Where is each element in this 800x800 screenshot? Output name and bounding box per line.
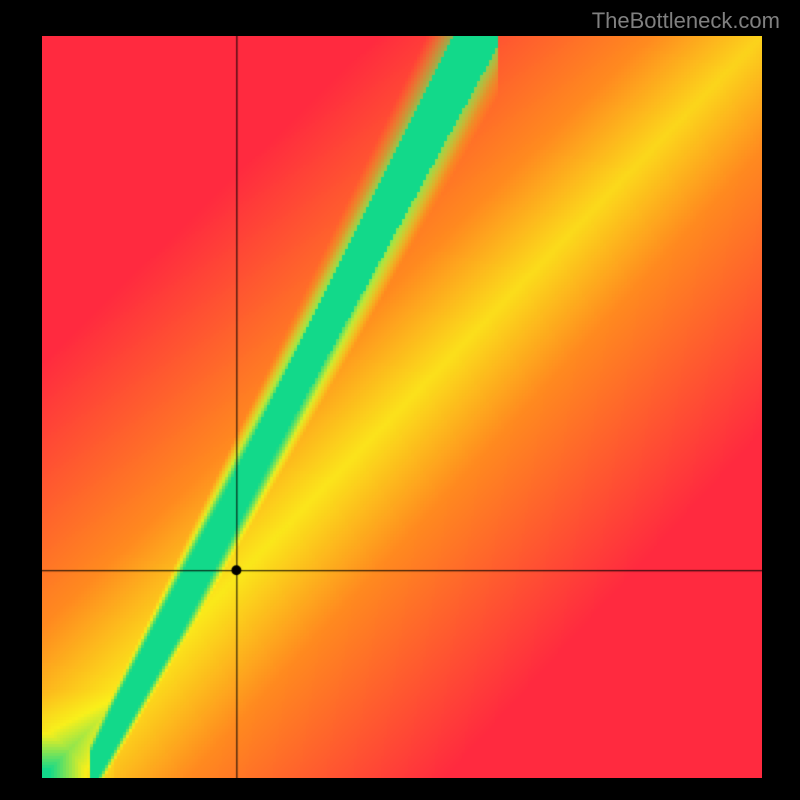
plot-area xyxy=(42,36,762,778)
heatmap-canvas xyxy=(42,36,762,778)
chart-container: TheBottleneck.com xyxy=(0,0,800,800)
watermark-label: TheBottleneck.com xyxy=(592,8,780,34)
